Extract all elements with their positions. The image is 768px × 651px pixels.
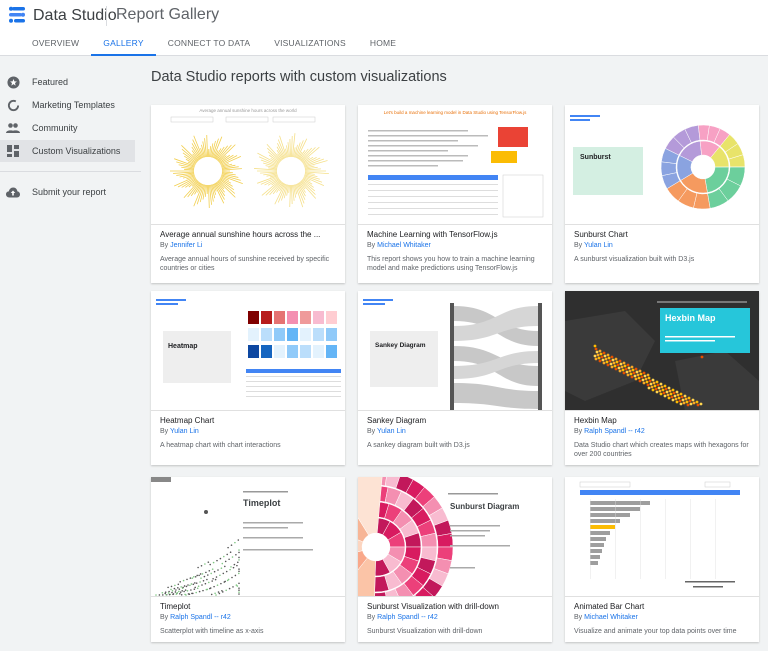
author-link[interactable]: Ralph Spandl -- r42 xyxy=(584,428,645,435)
thumb-title: Average annual sunshine hours across the… xyxy=(199,108,297,113)
people-icon xyxy=(6,121,20,135)
card-description: This report shows you how to train a mac… xyxy=(367,256,535,272)
data-studio-logo-icon[interactable] xyxy=(8,6,26,24)
author-link[interactable]: Michael Whitaker xyxy=(584,614,638,621)
thumb-title: Heatmap xyxy=(168,343,198,350)
thumb-title: Sankey Diagram xyxy=(375,342,426,349)
sidebar-item-marketing-templates[interactable]: Marketing Templates xyxy=(0,94,135,116)
sidebar: Featured Marketing Templates Community C… xyxy=(0,56,141,651)
card-author: By Ralph Spandl -- r42 xyxy=(574,428,645,435)
report-card[interactable]: Heatmap Heatmap Chart By Yulan Lin A hea… xyxy=(151,291,345,465)
card-author: By Yulan Lin xyxy=(574,242,613,249)
author-link[interactable]: Ralph Spandl -- r42 xyxy=(170,614,231,621)
card-description: A sankey diagram built with D3.js xyxy=(367,442,470,449)
page-title: Report Gallery xyxy=(116,6,220,23)
card-description: Average annual hours of sunshine receive… xyxy=(160,256,330,272)
report-card[interactable]: Sankey Diagram Sankey Diagram By Yulan L… xyxy=(358,291,552,465)
tab-overview[interactable]: OVERVIEW xyxy=(32,38,80,48)
card-title[interactable]: Animated Bar Chart xyxy=(574,602,645,611)
card-title[interactable]: Heatmap Chart xyxy=(160,416,215,425)
report-card[interactable]: Animated Bar Chart By Michael Whitaker V… xyxy=(565,477,759,642)
card-description: A sunburst visualization built with D3.j… xyxy=(574,256,695,263)
card-author: By Yulan Lin xyxy=(367,428,406,435)
tab-gallery[interactable]: GALLERY xyxy=(91,34,156,56)
card-description: Sunburst Visualization with drill-down xyxy=(367,628,483,635)
card-title[interactable]: Sankey Diagram xyxy=(367,416,427,425)
card-author: By Michael Whitaker xyxy=(367,242,431,249)
card-title[interactable]: Machine Learning with TensorFlow.js xyxy=(367,230,498,239)
author-link[interactable]: Yulan Lin xyxy=(170,428,199,435)
author-link[interactable]: Yulan Lin xyxy=(377,428,406,435)
tab-connect-to-data[interactable]: CONNECT TO DATA xyxy=(167,38,251,48)
thumb-title: Timeplot xyxy=(243,498,280,508)
card-author: By Ralph Spandl -- r42 xyxy=(160,614,231,621)
report-thumbnail[interactable]: Average annual sunshine hours across the… xyxy=(151,105,345,225)
report-thumbnail[interactable] xyxy=(565,477,759,597)
report-thumbnail[interactable]: Sankey Diagram xyxy=(358,291,552,411)
tab-bar: OVERVIEW GALLERY CONNECT TO DATA VISUALI… xyxy=(20,34,408,56)
card-title[interactable]: Timeplot xyxy=(160,602,191,611)
section-title: Data Studio reports with custom visualiz… xyxy=(151,69,447,85)
app-name[interactable]: Data Studio xyxy=(33,7,117,24)
sidebar-item-community[interactable]: Community xyxy=(0,117,135,139)
report-thumbnail[interactable]: Timeplot xyxy=(151,477,345,597)
circle-progress-icon xyxy=(6,98,20,112)
submit-report-link[interactable]: Submit your report xyxy=(0,181,135,203)
report-card[interactable]: Hexbin Map Hexbin Map By Ralph Spandl --… xyxy=(565,291,759,465)
thumb-title: Hexbin Map xyxy=(665,313,716,323)
sidebar-item-label: Marketing Templates xyxy=(32,100,115,110)
card-description: A heatmap chart with chart interactions xyxy=(160,442,281,449)
card-title[interactable]: Hexbin Map xyxy=(574,416,617,425)
card-description: Data Studio chart which creates maps wit… xyxy=(574,442,749,458)
thumb-title: Let's build a machine learning model in … xyxy=(384,110,528,115)
report-card[interactable]: Let's build a machine learning model in … xyxy=(358,105,552,283)
card-description: Scatterplot with timeline as x-axis xyxy=(160,628,264,635)
tab-home[interactable]: HOME xyxy=(369,38,397,48)
dashboard-icon xyxy=(6,144,20,158)
thumb-title: Sunburst Diagram xyxy=(450,502,519,511)
card-title[interactable]: Sunburst Chart xyxy=(574,230,628,239)
report-thumbnail[interactable]: Hexbin Map xyxy=(565,291,759,411)
top-bar: Data Studio Report Gallery OVERVIEW GALL… xyxy=(0,0,768,56)
author-link[interactable]: Ralph Spandl -- r42 xyxy=(377,614,438,621)
report-thumbnail[interactable]: Let's build a machine learning model in … xyxy=(358,105,552,225)
star-icon xyxy=(6,75,20,89)
sidebar-item-label: Submit your report xyxy=(32,187,107,197)
card-title[interactable]: Sunburst Visualization with drill-down xyxy=(367,602,499,611)
header-divider xyxy=(106,6,107,26)
report-card[interactable]: Timeplot Timeplot By Ralph Spandl -- r42… xyxy=(151,477,345,642)
report-card[interactable]: Sunburst Diagram Sunburst Visualization … xyxy=(358,477,552,642)
card-author: By Ralph Spandl -- r42 xyxy=(367,614,438,621)
author-link[interactable]: Jennifer Li xyxy=(170,242,203,249)
thumb-title: Sunburst xyxy=(580,154,611,161)
sidebar-item-featured[interactable]: Featured xyxy=(0,71,135,93)
tab-visualizations[interactable]: VISUALIZATIONS xyxy=(274,38,346,48)
report-thumbnail[interactable]: Sunburst Diagram xyxy=(358,477,552,597)
report-thumbnail[interactable]: Heatmap xyxy=(151,291,345,411)
sidebar-item-label: Community xyxy=(32,123,78,133)
card-author: By Michael Whitaker xyxy=(574,614,638,621)
sidebar-divider xyxy=(0,171,141,172)
card-author: By Yulan Lin xyxy=(160,428,199,435)
author-link[interactable]: Michael Whitaker xyxy=(377,242,431,249)
sidebar-item-label: Custom Visualizations xyxy=(32,146,121,156)
report-card[interactable]: Sunburst Sunburst Chart By Yulan Lin A s… xyxy=(565,105,759,283)
report-card[interactable]: Average annual sunshine hours across the… xyxy=(151,105,345,283)
card-title[interactable]: Average annual sunshine hours across the… xyxy=(160,230,321,239)
author-link[interactable]: Yulan Lin xyxy=(584,242,613,249)
sidebar-item-label: Featured xyxy=(32,77,69,87)
cloud-upload-icon xyxy=(6,185,20,199)
sidebar-item-custom-visualizations[interactable]: Custom Visualizations xyxy=(0,140,135,162)
card-description: Visualize and animate your top data poin… xyxy=(574,628,737,635)
report-thumbnail[interactable]: Sunburst xyxy=(565,105,759,225)
card-author: By Jennifer Li xyxy=(160,242,203,249)
